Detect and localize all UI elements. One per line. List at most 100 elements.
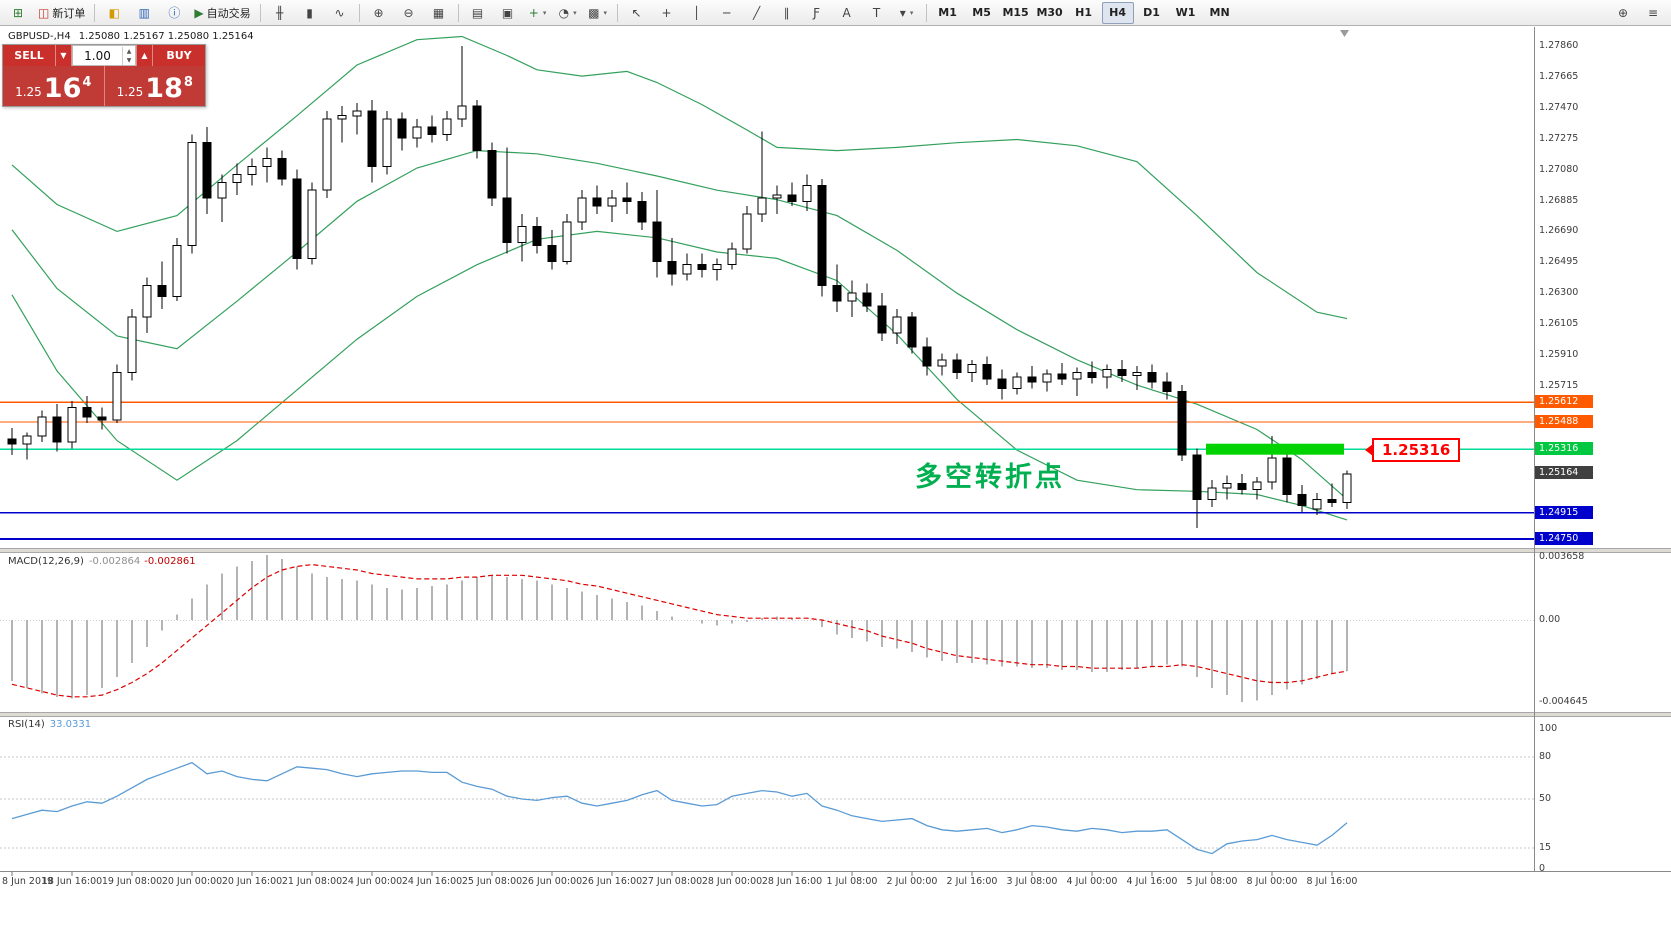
tile-windows-button[interactable]: ▦ xyxy=(425,2,453,24)
time-axis-label: 2 Jul 00:00 xyxy=(886,876,938,887)
menu-button[interactable]: ≡ xyxy=(1647,5,1659,20)
bollinger-middle xyxy=(11,149,1348,500)
new-order-button[interactable]: ◫ 新订单 xyxy=(34,2,89,24)
turning-point-highlight-rect[interactable] xyxy=(1206,443,1344,455)
new-chart-button[interactable]: ⊞ xyxy=(4,2,32,24)
time-axis[interactable]: 8 Jun 2019 18 Jun 16:00 19 Jun 08:00 20 Jun… xyxy=(0,872,1534,894)
panel-separator[interactable] xyxy=(0,713,1671,716)
sell-dropdown[interactable]: ▼ xyxy=(55,45,72,66)
auto-trading-button[interactable]: ▶ 自动交易 xyxy=(190,2,254,24)
trendline-button[interactable]: ╱ xyxy=(743,2,771,24)
time-axis-label: 8 Jul 00:00 xyxy=(1246,876,1298,887)
indicators-button-icon: + xyxy=(528,5,539,20)
price-axis-label: 1.26495 xyxy=(1539,256,1579,267)
buy-dropdown[interactable]: ▲ xyxy=(136,45,153,66)
horizontal-line-button[interactable]: ─ xyxy=(713,2,741,24)
price-axis-label: 1.26885 xyxy=(1539,195,1579,206)
symbol-label: GBPUSD-,H4 xyxy=(8,31,71,42)
candlestick-chart-button[interactable]: ▮ xyxy=(296,2,324,24)
time-axis-label: 8 Jul 16:00 xyxy=(1306,876,1358,887)
candlestick-chart-button-icon: ▮ xyxy=(306,5,313,20)
buy-price-pip: 8 xyxy=(183,75,193,90)
bar-chart-button[interactable]: ╫ xyxy=(266,2,294,24)
sell-price-button[interactable]: 1.25 16 4 xyxy=(3,66,105,106)
shapes-button[interactable]: ▾ ▾ xyxy=(893,2,921,24)
timeframe-m30-label: M30 xyxy=(1036,6,1063,19)
arrange-windows-button[interactable]: ▤ xyxy=(464,2,492,24)
channel-button[interactable]: ∥ xyxy=(773,2,801,24)
timeframe-m1[interactable]: M1 xyxy=(932,2,964,24)
price-tag-1.25488: 1.25488 xyxy=(1535,415,1593,428)
chevron-down-icon: ▾ xyxy=(542,8,547,17)
volume-value: 1.00 xyxy=(84,48,111,63)
zoom-in-button[interactable]: ⊕ xyxy=(365,2,393,24)
zoom-out-button[interactable]: ⊖ xyxy=(395,2,423,24)
time-axis-label: 3 Jul 08:00 xyxy=(1006,876,1058,887)
timeframe-w1[interactable]: W1 xyxy=(1170,2,1202,24)
buy-label: BUY xyxy=(166,49,192,62)
buy-price-button[interactable]: 1.25 18 8 xyxy=(105,66,206,106)
timeframe-w1-label: W1 xyxy=(1175,6,1196,19)
label-button-icon: T xyxy=(872,5,881,20)
indicators-button[interactable]: + ▾ xyxy=(524,2,552,24)
macd-header: MACD(12,26,9) -0.002864 -0.002861 xyxy=(8,556,196,567)
cursor-button-icon: ↖ xyxy=(631,5,642,20)
new-order-button-label: 新订单 xyxy=(52,6,86,20)
candles xyxy=(7,46,1352,528)
auto-trading-button-icon: ▶ xyxy=(194,5,204,20)
crosshair-button[interactable]: + xyxy=(653,2,681,24)
price-axis-label: 1.27665 xyxy=(1539,71,1579,82)
turning-point-annotation[interactable]: 多空转折点 xyxy=(915,462,1065,493)
macd-signal-value: -0.002861 xyxy=(144,556,196,567)
data-window-button-icon: ▥ xyxy=(138,5,151,20)
volume-stepper[interactable]: ▲ ▼ xyxy=(122,46,135,65)
price-axis-label: 1.27275 xyxy=(1539,133,1579,144)
market-watch-button[interactable]: ◧ xyxy=(100,2,128,24)
scale-label: -0.004645 xyxy=(1539,696,1588,707)
callout-arrow-icon xyxy=(1365,444,1373,456)
cascade-windows-button-icon: ▣ xyxy=(501,5,514,20)
panel-separator[interactable] xyxy=(0,549,1671,552)
timeframe-m15[interactable]: M15 xyxy=(1000,2,1032,24)
timeframe-mn[interactable]: MN xyxy=(1204,2,1236,24)
cascade-windows-button[interactable]: ▣ xyxy=(494,2,522,24)
sell-button[interactable]: SELL xyxy=(3,45,55,66)
price-callout[interactable]: 1.25316 xyxy=(1365,438,1461,462)
macd-title: MACD(12,26,9) xyxy=(8,556,84,567)
arrange-windows-button-icon: ▤ xyxy=(471,5,484,20)
terminal-button[interactable]: ⓘ xyxy=(160,2,188,24)
buy-button[interactable]: BUY xyxy=(153,45,205,66)
price-axis-label: 1.27080 xyxy=(1539,164,1579,175)
bollinger-lower xyxy=(11,230,1348,521)
vertical-line-button[interactable]: │ xyxy=(683,2,711,24)
price-tag-1.24750: 1.24750 xyxy=(1535,532,1593,545)
timeframe-m30[interactable]: M30 xyxy=(1034,2,1066,24)
periods-button[interactable]: ◔ ▾ xyxy=(554,2,582,24)
label-button[interactable]: T xyxy=(863,2,891,24)
data-window-button[interactable]: ▥ xyxy=(130,2,158,24)
chart-shift-marker-icon[interactable] xyxy=(1340,30,1349,37)
chevron-up-icon: ▲ xyxy=(141,51,148,60)
text-button[interactable]: A xyxy=(833,2,861,24)
search-button[interactable]: ⊕ xyxy=(1617,5,1629,20)
timeframe-d1[interactable]: D1 xyxy=(1136,2,1168,24)
timeframe-h1[interactable]: H1 xyxy=(1068,2,1100,24)
fibonacci-button[interactable]: Ƒ xyxy=(803,2,831,24)
line-chart-button[interactable]: ∿ xyxy=(326,2,354,24)
terminal-button-icon: ⓘ xyxy=(168,5,181,20)
channel-button-icon: ∥ xyxy=(783,5,790,20)
rsi-value: 33.0331 xyxy=(49,719,92,730)
templates-button[interactable]: ▩ ▾ xyxy=(584,2,612,24)
step-up-icon[interactable]: ▲ xyxy=(126,47,132,55)
cursor-button[interactable]: ↖ xyxy=(623,2,651,24)
volume-input[interactable]: 1.00 ▲ ▼ xyxy=(72,45,136,66)
timeframe-h4[interactable]: H4 xyxy=(1101,1,1134,24)
toolbar: ⊞ ◫ 新订单 ◧ ▥ ⓘ ▶ 自动交易 ╫ ▮ ∿ ⊕ ⊖ ▦ ▤ ▣ + ▾ ◔ ▾ ▩ ▾ ↖ + │ ─ ╱ ∥ Ƒ A T ▾ ▾ M1… xyxy=(0,0,1671,26)
bar-chart-button-icon: ╫ xyxy=(275,5,284,20)
step-down-icon[interactable]: ▼ xyxy=(126,56,132,64)
timeframe-m5[interactable]: M5 xyxy=(966,2,998,24)
rsi-title: RSI(14) xyxy=(8,719,45,730)
horizontal-level-lines[interactable] xyxy=(0,401,1534,540)
fibonacci-button-icon: Ƒ xyxy=(813,5,821,20)
